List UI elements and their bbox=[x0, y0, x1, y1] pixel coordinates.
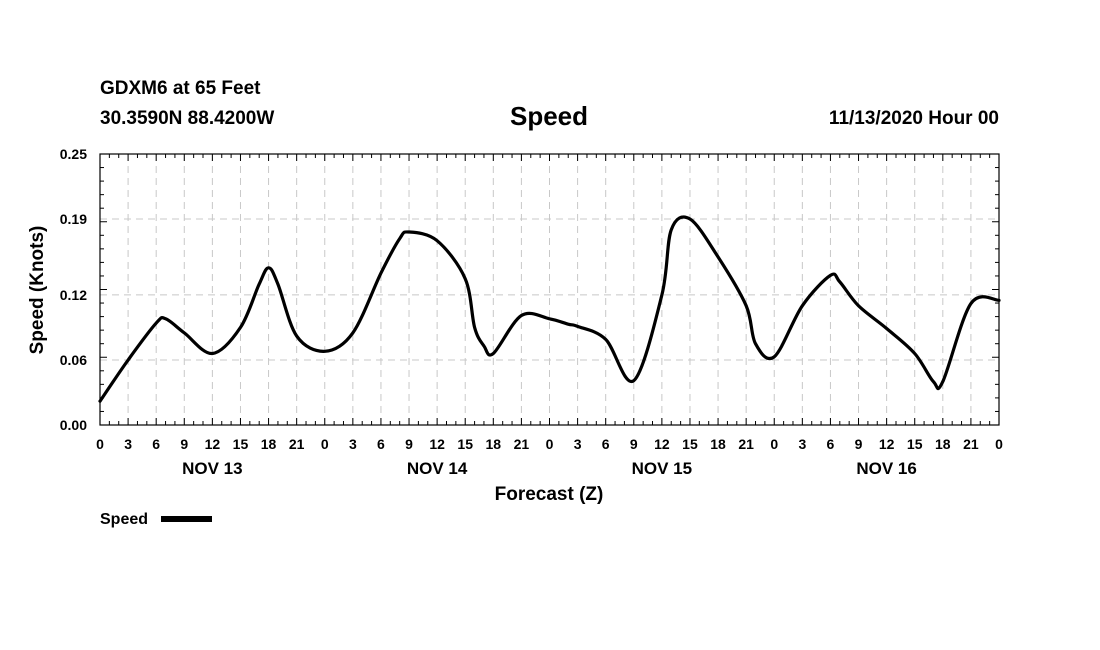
x-tick-label: 15 bbox=[682, 436, 698, 452]
x-tick-label: 0 bbox=[321, 436, 329, 452]
x-tick-label: 0 bbox=[770, 436, 778, 452]
speed-series-line bbox=[98, 215, 1001, 403]
x-tick-label: 12 bbox=[654, 436, 670, 452]
x-tick-label: 6 bbox=[827, 436, 835, 452]
legend-label: Speed bbox=[100, 511, 148, 528]
station-label: GDXM6 at 65 Feet bbox=[100, 78, 261, 99]
x-tick-label: 3 bbox=[798, 436, 806, 452]
y-axis-label: Speed (Knots) bbox=[27, 226, 48, 355]
x-tick-label: 18 bbox=[486, 436, 502, 452]
x-tick-label: 0 bbox=[96, 436, 104, 452]
x-tick-label: 18 bbox=[935, 436, 951, 452]
x-tick-label: 9 bbox=[630, 436, 638, 452]
y-tick-label: 0.06 bbox=[60, 352, 87, 368]
x-tick-label: 9 bbox=[405, 436, 413, 452]
location-label: 30.3590N 88.4200W bbox=[100, 108, 274, 129]
x-tick-label: 18 bbox=[710, 436, 726, 452]
day-label: NOV 15 bbox=[632, 459, 692, 478]
datetime-label: 11/13/2020 Hour 00 bbox=[829, 108, 999, 129]
x-tick-label: 21 bbox=[514, 436, 530, 452]
x-tick-label: 12 bbox=[205, 436, 221, 452]
x-tick-label: 21 bbox=[963, 436, 979, 452]
chart-title: Speed bbox=[510, 101, 588, 131]
x-tick-label: 15 bbox=[457, 436, 473, 452]
x-tick-label: 6 bbox=[377, 436, 385, 452]
x-tick-label: 6 bbox=[602, 436, 610, 452]
y-tick-label: 0.25 bbox=[60, 146, 87, 162]
y-tick-label: 0.19 bbox=[60, 211, 87, 227]
plot-area bbox=[98, 215, 1001, 403]
x-tick-label: 0 bbox=[546, 436, 554, 452]
y-tick-label: 0.12 bbox=[60, 287, 87, 303]
x-tick-label: 3 bbox=[349, 436, 357, 452]
legend: Speed bbox=[100, 511, 212, 528]
x-tick-label: 18 bbox=[261, 436, 277, 452]
x-tick-label: 6 bbox=[152, 436, 160, 452]
x-tick-label: 15 bbox=[907, 436, 923, 452]
day-label: NOV 13 bbox=[182, 459, 242, 478]
axes: 0 3 6 9 12 15 18 21 0 3 6 9 12 15 18 21 0 3 6 9 12 15 18 21 0 3 6 9… bbox=[60, 146, 1003, 478]
day-label: NOV 16 bbox=[856, 459, 916, 478]
x-tick-label: 21 bbox=[738, 436, 754, 452]
x-tick-label: 12 bbox=[429, 436, 445, 452]
x-tick-label: 9 bbox=[855, 436, 863, 452]
x-tick-label: 15 bbox=[233, 436, 249, 452]
y-tick-label: 0.00 bbox=[60, 417, 87, 433]
x-tick-label: 12 bbox=[879, 436, 895, 452]
x-axis-label: Forecast (Z) bbox=[495, 484, 604, 505]
day-label: NOV 14 bbox=[407, 459, 468, 478]
grid-lines bbox=[100, 154, 999, 425]
x-tick-label: 3 bbox=[124, 436, 132, 452]
x-tick-label: 21 bbox=[289, 436, 305, 452]
x-tick-label: 0 bbox=[995, 436, 1003, 452]
x-tick-label: 9 bbox=[180, 436, 188, 452]
legend-swatch bbox=[161, 516, 212, 522]
x-tick-label: 3 bbox=[574, 436, 582, 452]
